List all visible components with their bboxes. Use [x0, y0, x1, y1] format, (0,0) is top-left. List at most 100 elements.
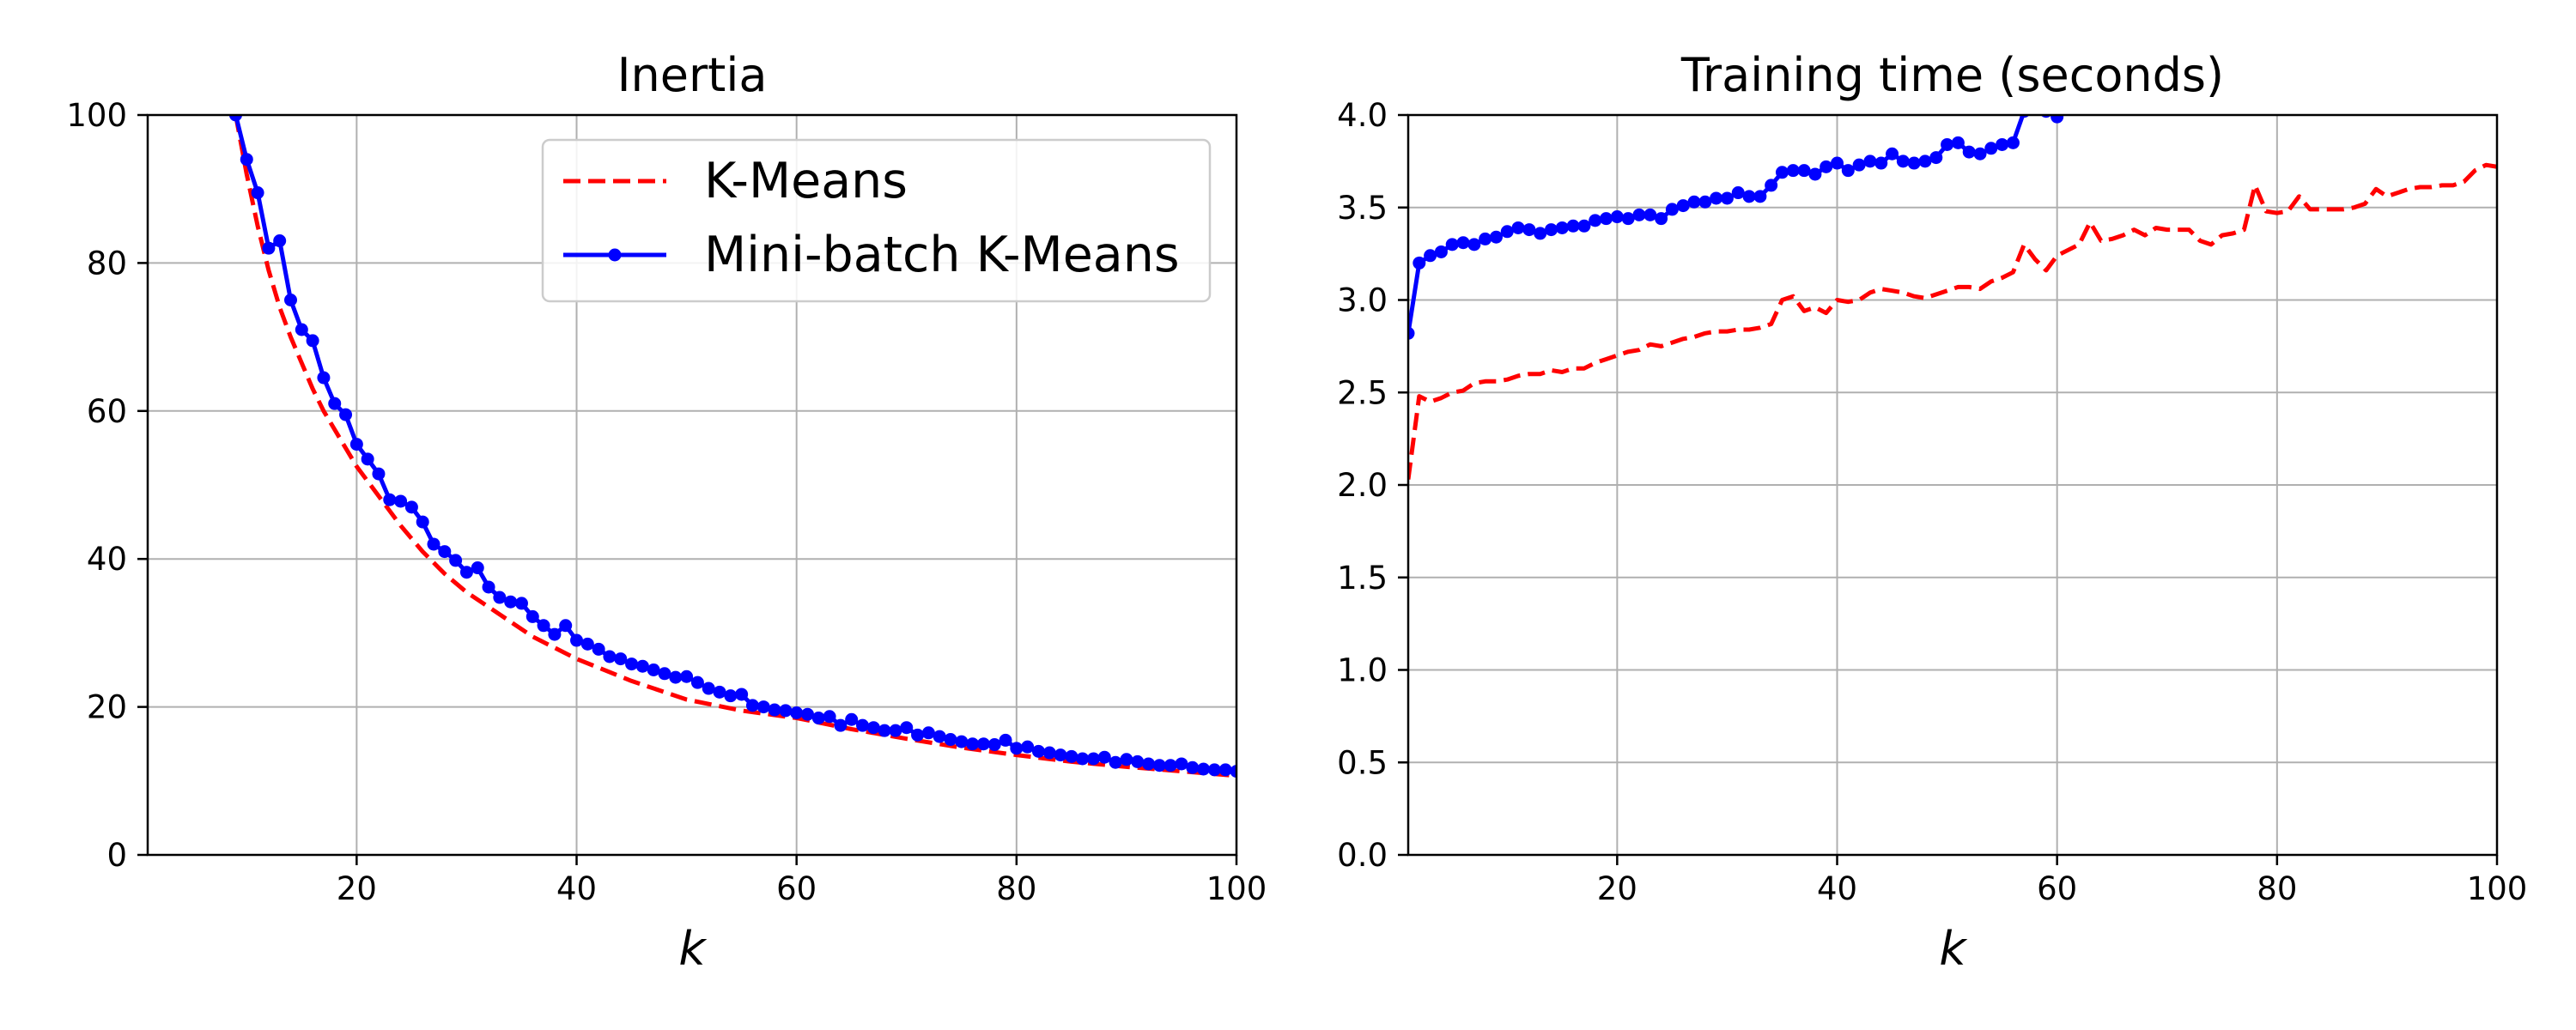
data-point: [1941, 137, 1954, 151]
data-point: [1973, 147, 1987, 161]
data-point: [1489, 230, 1503, 244]
x-tick-label: 40: [556, 870, 597, 907]
data-point: [1042, 746, 1056, 760]
data-point: [526, 609, 539, 623]
y-tick-label: 0.0: [1337, 837, 1388, 874]
legend-label-kmeans: K-Means: [704, 153, 908, 209]
y-tick-label: 60: [87, 393, 127, 430]
data-point: [1076, 752, 1090, 766]
data-point: [1786, 164, 1800, 178]
data-point: [756, 700, 770, 714]
data-point: [889, 724, 902, 737]
x-tick-label: 60: [776, 870, 817, 907]
data-point: [834, 718, 848, 732]
data-point: [614, 652, 628, 666]
data-point: [284, 294, 298, 306]
data-point: [658, 667, 671, 681]
training-time-chart: 20 40 60 80 100 0.0 0.5 1.0 1.5 2.0 2.5 3.0 3.5 4.0 T…: [1337, 48, 2527, 976]
data-point: [1566, 219, 1580, 233]
data-point: [790, 706, 804, 719]
data-point: [1142, 757, 1156, 771]
data-point: [1996, 137, 2009, 151]
data-point: [635, 659, 649, 673]
data-point: [1797, 164, 1811, 178]
data-point: [1831, 156, 1844, 170]
legend-box: [541, 138, 1212, 303]
data-point: [449, 554, 463, 567]
data-point: [999, 733, 1012, 747]
data-point: [1841, 164, 1855, 178]
data-point: [1163, 759, 1177, 772]
data-point: [1632, 208, 1646, 221]
x-tick-label: 100: [1206, 870, 1267, 907]
data-point: [745, 699, 759, 712]
data-point: [1720, 191, 1734, 205]
data-point: [493, 591, 507, 604]
data-point: [404, 500, 418, 514]
data-point: [1676, 199, 1690, 213]
data-point: [580, 637, 594, 651]
data-point: [1896, 154, 1910, 168]
chart-title: Inertia: [617, 48, 768, 102]
data-point: [1086, 752, 1100, 766]
data-point: [1152, 759, 1166, 772]
data-point: [944, 733, 957, 747]
data-point: [459, 566, 473, 579]
data-point: [1131, 754, 1145, 768]
data-point: [900, 721, 914, 735]
data-point: [680, 670, 694, 683]
data-point: [1456, 236, 1470, 250]
data-point: [1065, 749, 1078, 763]
data-point: [1698, 195, 1712, 209]
x-axis-label: k: [678, 922, 708, 976]
data-point: [349, 438, 363, 451]
data-point: [1863, 154, 1877, 168]
data-point: [361, 452, 374, 466]
data-point: [1984, 142, 1998, 155]
data-point: [735, 688, 749, 701]
data-point: [856, 718, 870, 732]
series-k-means: [1408, 162, 2497, 480]
data-point: [713, 685, 726, 699]
data-point: [987, 738, 1001, 752]
data-point: [1545, 223, 1558, 237]
y-tick-label: 20: [87, 689, 127, 726]
series-k-means: [234, 115, 1236, 779]
y-tick-label: 80: [87, 245, 127, 282]
data-point: [1109, 755, 1122, 769]
data-point: [1820, 160, 1833, 173]
data-point: [592, 642, 605, 656]
data-point: [1197, 762, 1211, 776]
data-point: [471, 561, 484, 575]
data-point: [866, 721, 880, 735]
data-point: [339, 408, 353, 421]
data-point: [911, 728, 925, 742]
data-point: [1918, 154, 1932, 168]
y-tick-label: 2.5: [1337, 374, 1388, 411]
data-point: [779, 704, 793, 718]
x-tick-label: 20: [337, 870, 377, 907]
data-point: [1710, 191, 1723, 205]
data-point: [921, 726, 935, 740]
data-point: [1555, 221, 1569, 234]
data-point: [1511, 221, 1525, 234]
data-point: [1731, 186, 1745, 200]
data-point: [625, 657, 639, 671]
chart-title: Training time (seconds): [1680, 48, 2224, 102]
data-point: [1054, 748, 1067, 762]
y-tick-label: 100: [66, 97, 127, 134]
data-point: [1010, 742, 1024, 755]
data-point: [559, 619, 573, 633]
data-point: [570, 633, 584, 647]
data-point: [1500, 225, 1514, 239]
data-point: [262, 241, 276, 255]
data-point: [1413, 256, 1426, 270]
data-point: [845, 712, 859, 726]
data-point: [603, 650, 617, 663]
data-point: [1753, 190, 1767, 203]
data-point: [1577, 219, 1591, 233]
data-point: [768, 703, 781, 717]
data-point: [1951, 136, 1965, 149]
data-point: [383, 493, 397, 506]
